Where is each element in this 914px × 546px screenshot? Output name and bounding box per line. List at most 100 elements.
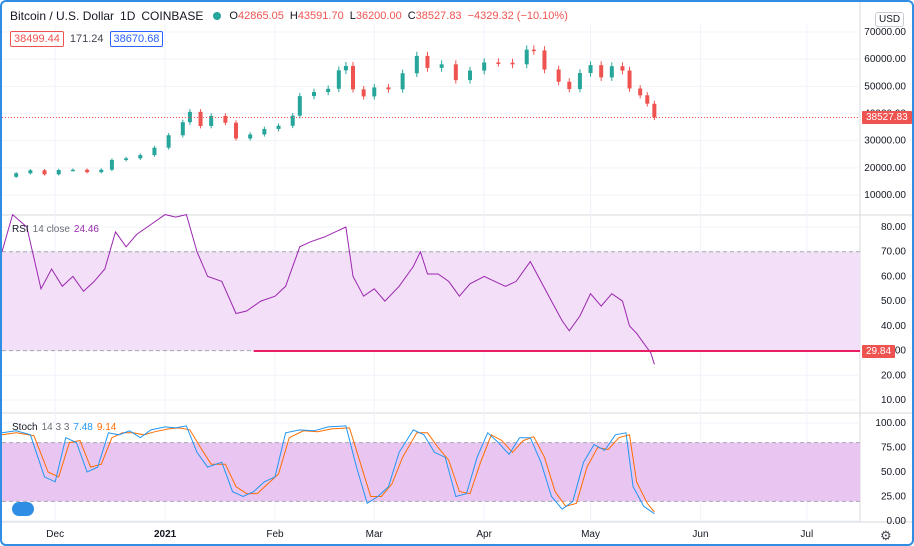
low-value: 36200.00 [355,10,402,22]
candle-body [414,55,419,74]
candle-body [510,62,515,65]
candle-body [297,96,302,116]
candle-body [567,81,572,90]
rsi-line [2,213,655,365]
high-value: 43591.70 [297,10,344,22]
candle-body [372,87,377,97]
rsi-value: 24.46 [73,224,99,235]
candle-body [609,66,614,78]
x-tick-label: Dec [46,529,64,540]
rsi-threshold-tag: 29.84 [862,344,896,358]
candle-body [425,55,430,68]
candle-body [28,170,33,174]
candle-body [290,115,295,126]
candle-body [627,70,632,89]
quote-row: 38499.44 171.24 38670.68 [10,31,164,47]
high-label: H [289,10,298,22]
candle-body [577,73,582,90]
price-tick-label: 60000.00 [864,54,906,65]
low-label: L [349,10,356,22]
rsi-tick-label: 10.00 [881,395,906,406]
buy-price[interactable]: 38670.68 [109,31,164,47]
rsi-tick-label: 60.00 [881,271,906,282]
candle-body [14,173,19,177]
stoch-tick-label: 25.00 [881,492,906,503]
close-value: 38527.83 [415,10,462,22]
candle-body [556,69,561,82]
candle-body [262,128,267,135]
candle-body [620,66,625,71]
ohlc-values: O42865.05 H43591.70 L36200.00 C38527.83 … [229,10,567,22]
stoch-legend[interactable]: Stoch 14 3 3 7.48 9.14 [12,422,116,433]
candle-body [542,50,547,70]
candle-body [468,70,472,81]
candle-body [42,170,47,175]
candle-body [166,135,171,148]
x-tick-label: Feb [266,529,284,540]
open-value: 42865.05 [237,10,284,22]
chart-header: Bitcoin / U.S. Dollar 1D COINBASE O42865… [10,8,568,24]
interval[interactable]: 1D [120,9,136,23]
candle-body [638,88,643,96]
candle-body [234,122,238,139]
candle-body [85,169,90,173]
stoch-k-value: 7.48 [73,422,93,433]
stoch-d-value: 9.14 [96,422,117,433]
spread: 171.24 [69,33,104,45]
candle-body [386,87,391,90]
exchange: COINBASE [141,9,204,23]
price-tick-label: 70000.00 [864,27,906,38]
candle-body [276,125,281,129]
stoch-pane [2,425,655,515]
rsi-tick-label: 50.00 [881,296,906,307]
candle-body [361,89,366,97]
stoch-tick-label: 75.00 [881,443,906,454]
candle-body [439,64,444,68]
price-tag: 38527.83 [862,111,912,125]
rsi-params: 14 close [32,224,70,235]
rsi-name: RSI [12,224,29,235]
rsi-tick-label: 70.00 [881,247,906,258]
cloud-logo-icon[interactable] [12,502,34,516]
candle-body [645,95,650,104]
stoch-name: Stoch [12,422,38,433]
stoch-tick-label: 0.00 [887,516,907,527]
open-label: O [229,10,238,22]
candle-body [187,111,192,123]
gear-icon[interactable]: ⚙ [880,528,892,543]
x-tick-label: Jun [692,529,708,540]
rsi-pane [2,213,860,365]
candle-body [152,147,157,156]
candle-body [482,62,487,71]
candle-body [531,49,536,52]
rsi-band [2,251,860,351]
candle-body [70,169,75,172]
price-tick-label: 50000.00 [864,81,906,92]
change-value: −4329.32 (−10.10%) [467,10,568,22]
candle-body [343,65,348,71]
candle-body [599,65,604,78]
sell-price[interactable]: 38499.44 [10,31,64,47]
rsi-legend[interactable]: RSI 14 close 24.46 [12,224,99,235]
currency-button[interactable]: USD [875,12,905,27]
candle-body [326,88,331,93]
market-status-icon [213,12,222,20]
symbol-name[interactable]: Bitcoin / U.S. Dollar [10,9,115,23]
price-pane [2,45,860,178]
indicator-bands [2,251,860,502]
candle-body [400,73,405,90]
candle-body [248,134,253,139]
candle-body [312,92,316,97]
price-tick-label: 10000.00 [864,190,906,201]
x-tick-label: Mar [366,529,384,540]
candle-body [351,65,355,90]
rsi-tick-label: 20.00 [881,370,906,381]
price-tick-label: 30000.00 [864,136,906,147]
rsi-tick-label: 40.00 [881,321,906,332]
x-tick-label: May [581,529,600,540]
candle-body [496,62,501,64]
close-label: C [407,10,416,22]
stoch-tick-label: 50.00 [881,467,906,478]
x-tick-label: Apr [476,529,492,540]
